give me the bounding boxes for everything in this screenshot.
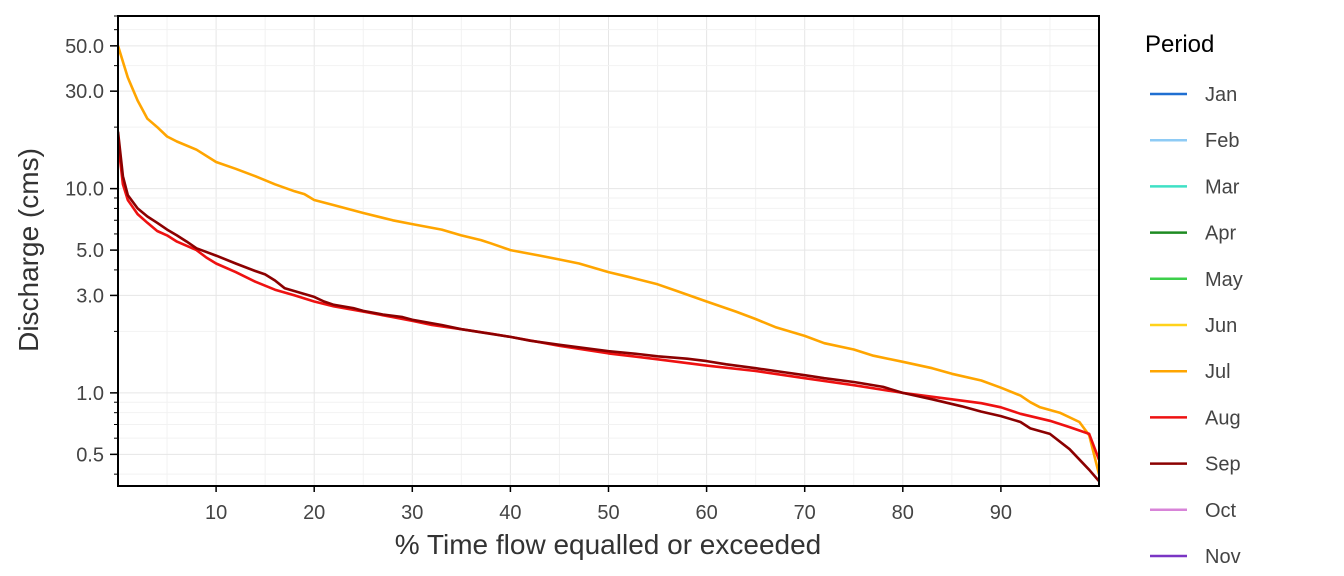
series-line-jul <box>118 45 1099 475</box>
x-axis-title: % Time flow equalled or exceeded <box>395 529 821 560</box>
legend-label-nov: Nov <box>1205 546 1241 568</box>
x-tick-label: 50 <box>597 502 619 524</box>
legend-label-apr: Apr <box>1205 223 1236 245</box>
legend-label-feb: Feb <box>1205 130 1239 152</box>
series-line-sep <box>118 131 1099 482</box>
legend-label-mar: Mar <box>1205 176 1240 198</box>
series-line-aug <box>118 141 1099 461</box>
x-tick-label: 60 <box>695 502 717 524</box>
x-tick-label: 40 <box>499 502 521 524</box>
x-tick-label: 80 <box>892 502 914 524</box>
axis-ticks: 10 20 30 40 50 60 70 80 90 0.5 1.0 3.0 5.0 10.0 30.0 50… <box>65 15 1012 524</box>
grid-lines <box>118 15 1099 486</box>
y-tick-label: 50.0 <box>65 36 104 58</box>
x-tick-label: 20 <box>303 502 325 524</box>
x-tick-label: 10 <box>205 502 227 524</box>
y-tick-label: 30.0 <box>65 81 104 103</box>
y-axis-title: Discharge (cms) <box>13 148 44 352</box>
y-tick-label: 0.5 <box>76 444 104 466</box>
y-tick-label: 10.0 <box>65 179 104 201</box>
series-layer <box>118 45 1099 482</box>
legend-label-oct: Oct <box>1205 500 1237 522</box>
legend-label-jan: Jan <box>1205 84 1237 106</box>
legend-label-aug: Aug <box>1205 407 1241 429</box>
x-tick-label: 90 <box>990 502 1012 524</box>
y-tick-label: 1.0 <box>76 383 104 405</box>
legend-label-jul: Jul <box>1205 361 1231 383</box>
y-tick-label: 5.0 <box>76 240 104 262</box>
legend-label-may: May <box>1205 269 1243 291</box>
legend-label-sep: Sep <box>1205 454 1241 476</box>
y-tick-label: 3.0 <box>76 285 104 307</box>
legend-title: Period <box>1145 31 1214 58</box>
x-tick-label: 70 <box>794 502 816 524</box>
x-tick-label: 30 <box>401 502 423 524</box>
legend-label-jun: Jun <box>1205 315 1237 337</box>
legend: Period Jan Feb Mar Apr May Jun Jul Aug Sep Oct Nov <box>1145 31 1243 568</box>
